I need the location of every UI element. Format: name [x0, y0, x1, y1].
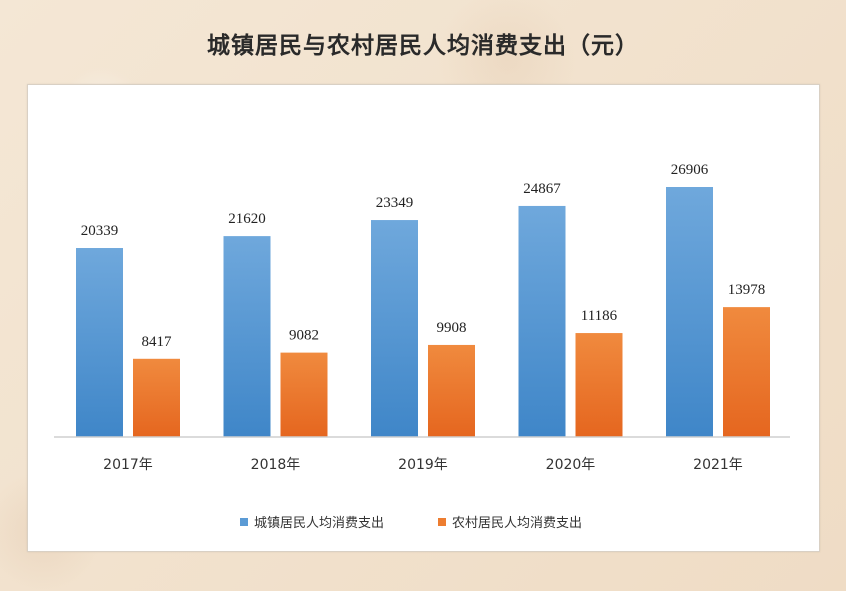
legend-label-1: 城镇居民人均消费支出: [254, 516, 384, 531]
urban-data-label-3: 23349: [376, 195, 414, 211]
rural-bar-4: [575, 333, 623, 437]
x-tick-label-3: 2019年: [398, 457, 448, 473]
urban-data-label-5: 26906: [671, 162, 709, 178]
x-tick-label-1: 2017年: [103, 457, 153, 473]
rural-data-label-5: 13978: [728, 282, 766, 298]
x-tick-label-5: 2021年: [693, 457, 743, 473]
rural-bar-2: [280, 352, 328, 437]
urban-data-label-2: 21620: [228, 211, 266, 227]
legend: 城镇居民人均消费支出 农村居民人均消费支出: [240, 516, 582, 531]
chart-title: 城镇居民与农村居民人均消费支出（元）: [207, 33, 639, 59]
urban-bar-3: [371, 220, 418, 437]
urban-data-label-4: 24867: [523, 181, 561, 197]
data-labels-layer: 20339 8417 21620 9082 23349 9908 24867 11186 269…: [81, 162, 766, 350]
x-tick-labels-layer: 2017年 2018年 2019年 2020年 2021年: [103, 457, 743, 473]
rural-bar-1: [133, 358, 180, 437]
x-tick-label-4: 2020年: [546, 457, 596, 473]
rural-data-label-2: 9082: [289, 328, 319, 344]
rural-data-label-4: 11186: [581, 308, 618, 324]
urban-data-label-1: 20339: [81, 223, 119, 239]
urban-bar-2: [223, 236, 271, 437]
legend-swatch-2: [438, 518, 446, 526]
urban-bar-1: [76, 248, 123, 437]
legend-label-2: 农村居民人均消费支出: [452, 516, 582, 531]
rural-data-label-1: 8417: [142, 334, 173, 350]
rural-bar-5: [723, 307, 770, 437]
urban-bar-4: [518, 205, 566, 437]
bars-layer: [76, 187, 770, 437]
legend-swatch-1: [240, 518, 248, 526]
x-tick-label-2: 2018年: [251, 457, 301, 473]
rural-bar-3: [428, 344, 475, 437]
urban-bar-5: [666, 187, 713, 437]
rural-data-label-3: 9908: [437, 320, 467, 336]
